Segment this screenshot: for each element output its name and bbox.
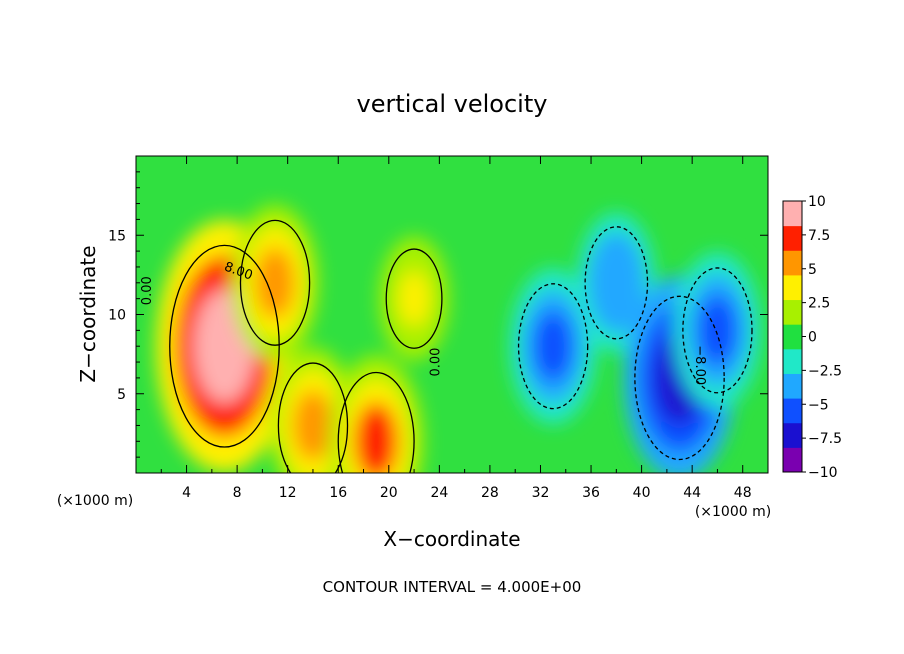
colorbar-swatch bbox=[783, 447, 802, 473]
colorbar-tick-label: −10 bbox=[808, 465, 838, 481]
colorbar-tick-label: 2.5 bbox=[808, 296, 830, 312]
colorbar-tick-label: 0 bbox=[808, 330, 817, 346]
contour-line bbox=[239, 219, 311, 346]
x-tick-label: 36 bbox=[582, 485, 600, 501]
colorbar: 10 7.5 5 2.5 0 −2.5 −5 −7.5 −10 bbox=[782, 194, 842, 481]
y-tick-label: 5 bbox=[117, 387, 126, 403]
contour-line bbox=[517, 283, 589, 410]
contour-line bbox=[337, 371, 415, 473]
contour-label: 0.00 bbox=[140, 276, 155, 305]
x-tick-label: 12 bbox=[279, 485, 297, 501]
x-tick-label: 24 bbox=[430, 485, 448, 501]
colorbar-swatch bbox=[783, 201, 802, 227]
x-tick-label: 20 bbox=[380, 485, 398, 501]
contour-label: −8.00 bbox=[692, 345, 707, 385]
colorbar-swatch bbox=[783, 274, 802, 301]
colorbar-tick-label: −2.5 bbox=[808, 363, 842, 379]
colorbar-tick-label: 5 bbox=[808, 262, 817, 278]
colorbar-swatch bbox=[783, 250, 802, 276]
x-unit-left: (×1000 m) bbox=[57, 493, 133, 509]
x-axis-label: X−coordinate bbox=[383, 527, 520, 551]
x-unit-right: (×1000 m) bbox=[695, 504, 771, 520]
x-tick-label: 8 bbox=[233, 485, 242, 501]
x-axis: 4 8 12 16 20 24 28 32 36 40 44 48 bbox=[160, 156, 752, 501]
colorbar-swatch bbox=[783, 225, 802, 251]
x-tick-label: 32 bbox=[532, 485, 550, 501]
contour-line bbox=[385, 248, 443, 349]
contour-line bbox=[584, 226, 649, 340]
colorbar-tick-label: −5 bbox=[808, 397, 829, 413]
contour-line bbox=[277, 362, 349, 473]
contour-line bbox=[682, 267, 753, 394]
colorbar-swatch bbox=[783, 324, 802, 350]
field-blob bbox=[698, 295, 737, 366]
x-tick-label: 4 bbox=[182, 485, 191, 501]
contour-line bbox=[169, 244, 280, 448]
y-tick-label: 15 bbox=[108, 228, 126, 244]
contour-line bbox=[634, 295, 725, 461]
chart-title: vertical velocity bbox=[357, 90, 548, 118]
y-tick-label: 10 bbox=[108, 308, 126, 324]
field-blob bbox=[255, 247, 295, 318]
x-tick-label: 44 bbox=[683, 485, 701, 501]
field-blob bbox=[598, 251, 634, 315]
colorbar-tick-label: 10 bbox=[808, 194, 826, 210]
contour-interval-note: CONTOUR INTERVAL = 4.000E+00 bbox=[323, 578, 582, 596]
field-blob bbox=[398, 270, 430, 327]
colorbar-tick-label: −7.5 bbox=[808, 431, 842, 447]
colorbar-tick-label: 7.5 bbox=[808, 228, 830, 244]
velocity-field bbox=[156, 204, 761, 473]
colorbar-swatch bbox=[783, 398, 802, 424]
contour-label: 0.00 bbox=[428, 348, 443, 377]
x-tick-label: 40 bbox=[633, 485, 651, 501]
colorbar-swatch bbox=[783, 422, 802, 448]
x-tick-label: 48 bbox=[734, 485, 752, 501]
y-axis: 5 10 15 bbox=[108, 171, 768, 458]
field-blob bbox=[354, 402, 398, 473]
x-tick-label: 16 bbox=[329, 485, 347, 501]
field-blob bbox=[293, 390, 333, 461]
x-tick-label: 28 bbox=[481, 485, 499, 501]
y-axis-label: Z−coordinate bbox=[76, 245, 100, 382]
colorbar-swatch bbox=[783, 348, 802, 374]
colorbar-swatch bbox=[783, 373, 802, 399]
contour-lines bbox=[169, 219, 753, 473]
field-blob bbox=[533, 311, 573, 382]
colorbar-swatch bbox=[783, 299, 802, 325]
